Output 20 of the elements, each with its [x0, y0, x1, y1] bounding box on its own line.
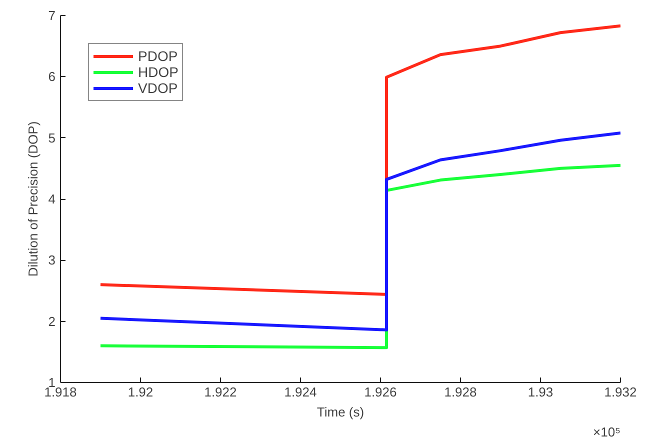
legend-label: PDOP	[138, 48, 178, 64]
y-tick-label: 4	[48, 192, 56, 206]
x-axis-title: Time (s)	[316, 404, 364, 420]
y-tick-label: 2	[48, 314, 56, 329]
x-tick-label: 1.928	[444, 384, 477, 400]
text: ×10⁵	[593, 424, 621, 440]
legend-label: HDOP	[138, 64, 178, 80]
x-tick-label: 1.922	[204, 384, 237, 400]
x-tick-label: 1.93	[528, 384, 554, 400]
x-tick-label: 1.932	[604, 384, 637, 400]
line-series	[99, 131, 620, 332]
y-tick-label: 6	[48, 69, 56, 84]
y-axis-title: Dilution of Precision (DOP)	[25, 121, 40, 277]
x-tick-label: 1.926	[364, 384, 397, 400]
legend-label: VDOP	[138, 80, 178, 96]
x-tick-label: 1.924	[284, 384, 317, 400]
y-tick-label: 3	[48, 252, 56, 268]
y-tick-label: 5	[48, 130, 56, 146]
y-tick-label: 7	[48, 8, 56, 23]
x-tick-label: 1.92	[128, 384, 154, 400]
